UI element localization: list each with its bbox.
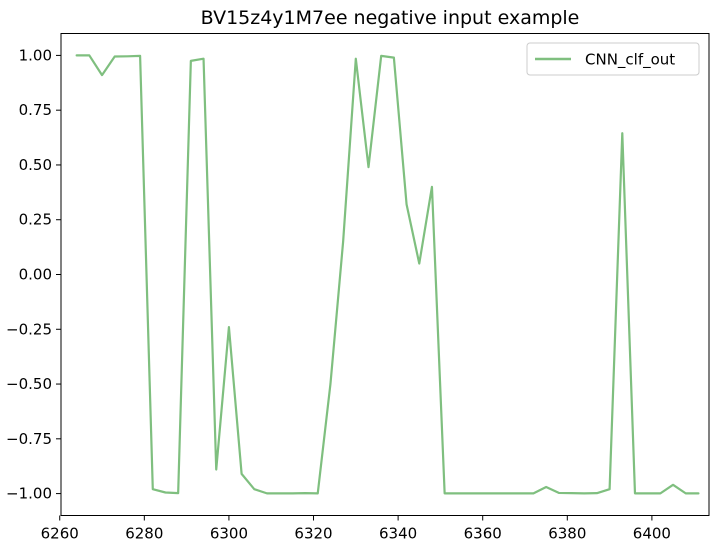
chart-title: BV15z4y1M7ee negative input example bbox=[201, 7, 580, 29]
y-tick-label: 0.00 bbox=[19, 266, 52, 284]
series-layer bbox=[75, 54, 700, 495]
legend-box bbox=[526, 42, 700, 76]
y-tick-label: 1.00 bbox=[19, 46, 52, 64]
legend: CNN_clf_out bbox=[526, 42, 700, 76]
x-tick-label: 6300 bbox=[210, 525, 248, 543]
y-tick-label: −0.50 bbox=[6, 375, 52, 393]
y-tick-label: 0.25 bbox=[19, 211, 52, 229]
y-tick-label: −0.25 bbox=[6, 320, 52, 338]
y-tick-label: −1.00 bbox=[6, 485, 52, 503]
x-tick-label: 6280 bbox=[125, 525, 163, 543]
y-tick-label: 0.75 bbox=[19, 101, 52, 119]
series-line-CNN_clf_out bbox=[75, 54, 700, 495]
x-tick-label: 6260 bbox=[41, 525, 79, 543]
x-tick-label: 6340 bbox=[379, 525, 417, 543]
legend-label: CNN_clf_out bbox=[585, 51, 675, 70]
x-tick-label: 6400 bbox=[633, 525, 671, 543]
x-tick-label: 6380 bbox=[548, 525, 586, 543]
x-tick-label: 6360 bbox=[464, 525, 502, 543]
x-tick-label: 6320 bbox=[294, 525, 332, 543]
x-axis: 6260 6280 6300 6320 6340 6360 6380 6400 bbox=[41, 515, 671, 543]
y-axis: 1.00 0.75 0.50 0.25 0.00 −0.25 −0.50 −0.75 −1.00 bbox=[6, 46, 61, 503]
y-tick-label: 0.50 bbox=[19, 156, 52, 174]
y-tick-label: −0.75 bbox=[6, 430, 52, 448]
